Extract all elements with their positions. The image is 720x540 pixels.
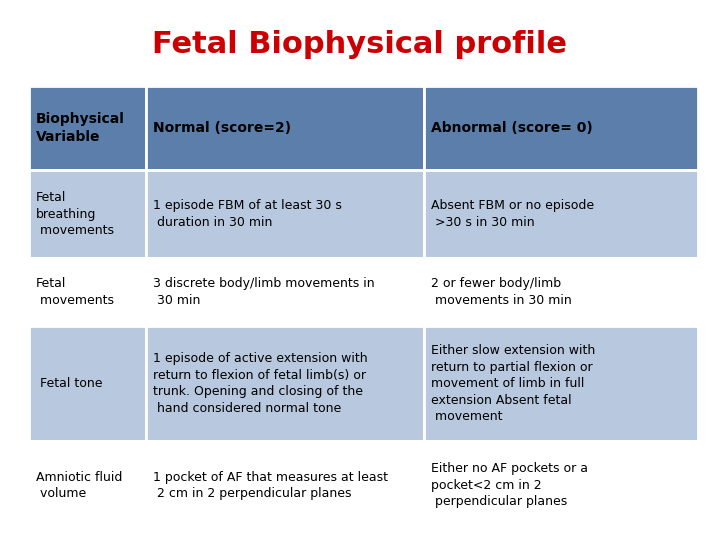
Text: 1 episode FBM of at least 30 s
 duration in 30 min: 1 episode FBM of at least 30 s duration …	[153, 199, 342, 229]
Bar	[146, 326, 424, 441]
Bar	[146, 86, 424, 170]
Bar	[29, 441, 146, 529]
Bar	[424, 326, 698, 441]
Text: 2 or fewer body/limb
 movements in 30 min: 2 or fewer body/limb movements in 30 min	[431, 277, 572, 307]
Text: Normal (score=2): Normal (score=2)	[153, 122, 292, 136]
Text: Amniotic fluid
 volume: Amniotic fluid volume	[36, 470, 122, 500]
Bar	[146, 258, 424, 326]
Text: Fetal
breathing
 movements: Fetal breathing movements	[36, 191, 114, 237]
Text: 1 pocket of AF that measures at least
 2 cm in 2 perpendicular planes: 1 pocket of AF that measures at least 2 …	[153, 470, 388, 500]
Text: Absent FBM or no episode
 >30 s in 30 min: Absent FBM or no episode >30 s in 30 min	[431, 199, 594, 229]
Text: Fetal tone: Fetal tone	[36, 377, 102, 390]
Bar	[29, 326, 146, 441]
Bar	[424, 441, 698, 529]
Text: 3 discrete body/limb movements in
 30 min: 3 discrete body/limb movements in 30 min	[153, 277, 375, 307]
Bar	[146, 441, 424, 529]
Bar	[424, 86, 698, 170]
Text: Either slow extension with
return to partial flexion or
movement of limb in full: Either slow extension with return to par…	[431, 344, 595, 423]
Bar	[29, 170, 146, 258]
Bar	[29, 86, 146, 170]
Text: Either no AF pockets or a
pocket<2 cm in 2
 perpendicular planes: Either no AF pockets or a pocket<2 cm in…	[431, 462, 588, 508]
Bar	[424, 258, 698, 326]
Text: Abnormal (score= 0): Abnormal (score= 0)	[431, 122, 593, 136]
Text: Fetal
 movements: Fetal movements	[36, 277, 114, 307]
Text: 1 episode of active extension with
return to flexion of fetal limb(s) or
trunk. : 1 episode of active extension with retur…	[153, 352, 368, 415]
Text: Fetal Biophysical profile: Fetal Biophysical profile	[153, 30, 567, 59]
Bar	[29, 258, 146, 326]
Text: Biophysical
Variable: Biophysical Variable	[36, 112, 125, 144]
Bar	[424, 170, 698, 258]
Bar	[146, 170, 424, 258]
